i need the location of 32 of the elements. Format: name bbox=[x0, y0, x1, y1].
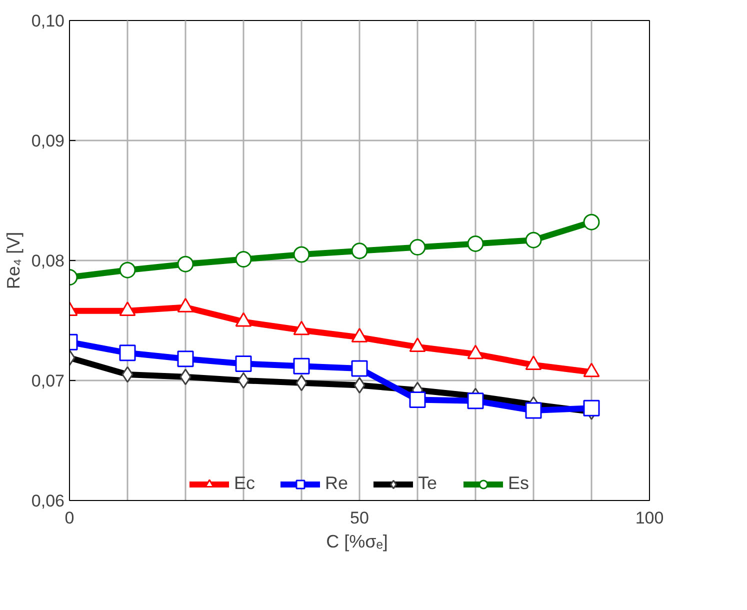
point bbox=[409, 391, 426, 408]
point bbox=[293, 358, 310, 374]
point bbox=[583, 400, 600, 416]
point bbox=[525, 232, 542, 248]
point bbox=[409, 239, 426, 256]
legend-label: Re bbox=[324, 473, 348, 494]
point bbox=[177, 350, 194, 368]
y-tick-label: 0,08 bbox=[31, 252, 65, 270]
y-tick-label: 0,06 bbox=[31, 492, 65, 510]
point bbox=[235, 355, 252, 372]
point bbox=[119, 262, 136, 278]
legend-label: Ec bbox=[234, 473, 255, 494]
point bbox=[467, 392, 484, 410]
y-tick-label: 0,07 bbox=[31, 372, 65, 390]
point bbox=[177, 256, 194, 272]
point bbox=[351, 242, 368, 260]
x-tick-label: 50 bbox=[350, 508, 369, 528]
point bbox=[351, 360, 368, 377]
point bbox=[293, 246, 310, 263]
point bbox=[525, 402, 542, 419]
point bbox=[119, 344, 136, 362]
y-tick-label: 0,09 bbox=[31, 132, 65, 150]
x-axis-title: C [%σₑ] bbox=[326, 532, 388, 552]
legend-label: Es bbox=[508, 473, 530, 494]
x-tick-label: 100 bbox=[635, 508, 664, 528]
point bbox=[235, 251, 252, 268]
legend-label: Te bbox=[418, 473, 438, 494]
y-axis-title: Re₄ [V] bbox=[3, 232, 24, 290]
y-tick-label: 0,10 bbox=[31, 12, 65, 30]
point bbox=[583, 214, 600, 230]
x-tick-label: 0 bbox=[64, 508, 74, 528]
point bbox=[467, 235, 484, 252]
